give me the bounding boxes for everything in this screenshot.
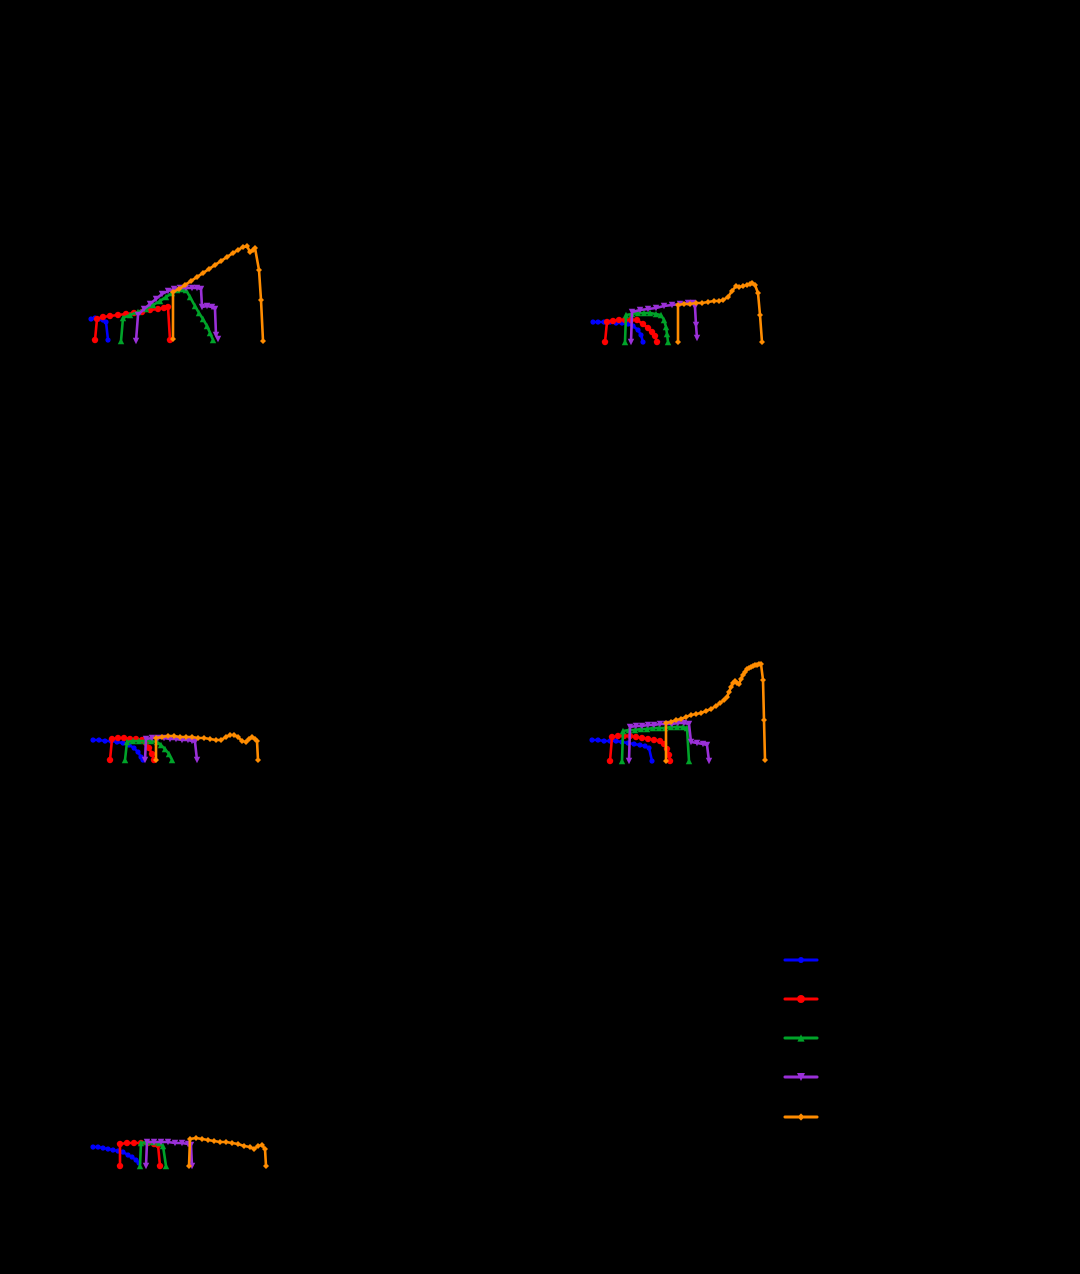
panel-bottom-left-series-blue	[90, 1144, 142, 1166]
panel-middle-right	[589, 661, 768, 765]
panel-middle-right-series-orange	[663, 661, 768, 764]
panel-top-left	[88, 243, 266, 345]
panel-middle-right-series-red	[606, 732, 674, 765]
panel-top-left-series-orange	[170, 243, 266, 344]
legend-entry-purple	[783, 1073, 819, 1081]
panel-top-right-series-orange	[675, 280, 765, 345]
panel-top-right	[590, 280, 765, 346]
legend-entry-orange	[783, 1113, 819, 1121]
panel-top-right-series-purple	[627, 299, 701, 346]
legend-entry-green	[783, 1034, 819, 1042]
panel-bottom-left-series-orange	[186, 1135, 269, 1169]
legend-entry-red	[783, 995, 819, 1003]
panel-middle-left-series-orange	[153, 732, 261, 763]
legend-entry-blue	[783, 957, 819, 963]
panel-bottom-left-series-green	[136, 1138, 170, 1170]
panel-bottom-left	[90, 1135, 269, 1170]
panel-top-left-series-purple	[132, 284, 222, 345]
legend	[783, 957, 819, 1121]
panel-middle-left	[90, 732, 261, 764]
